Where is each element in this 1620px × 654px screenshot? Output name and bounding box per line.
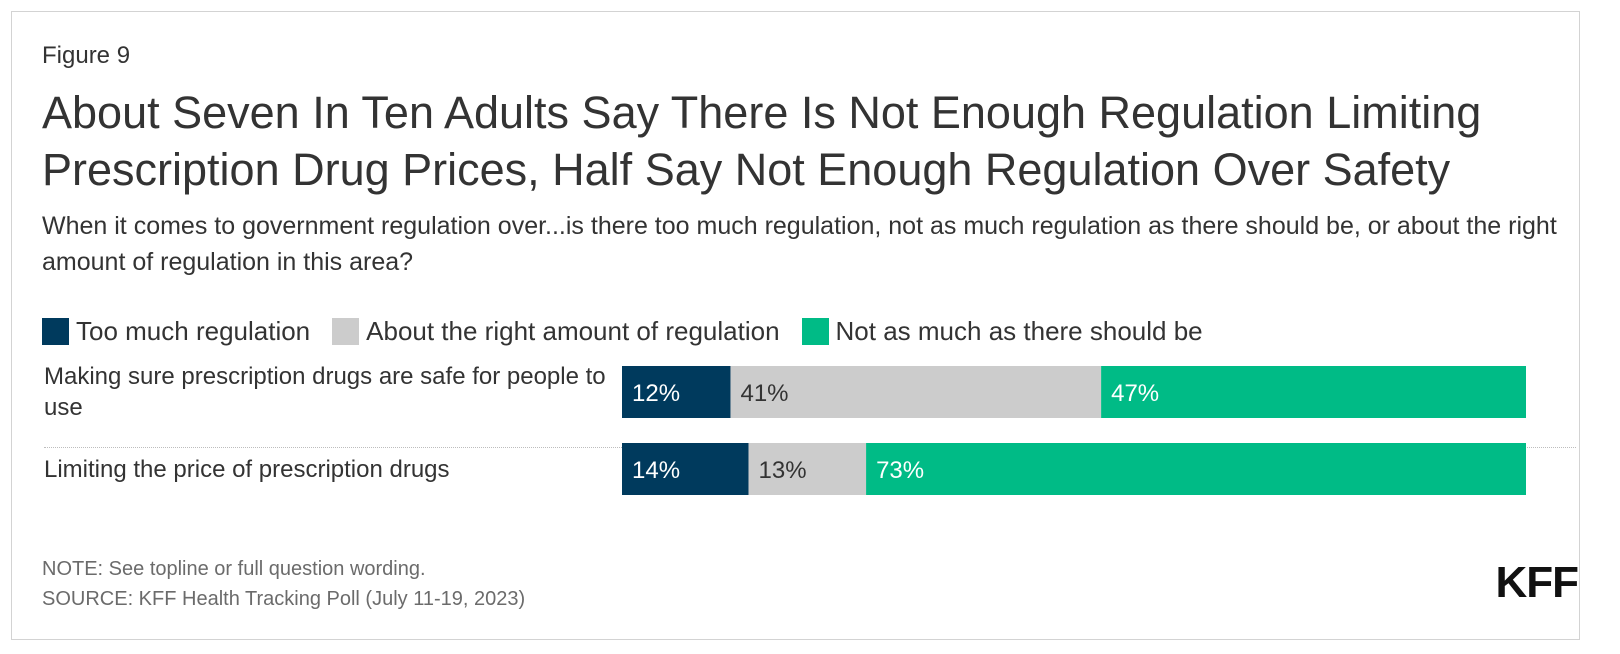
bar-safety-not-enough [1101, 366, 1526, 418]
data-label-safety-about-right: 41% [740, 380, 788, 407]
legend-label-not-enough: Not as much as there should be [835, 315, 1203, 346]
chart-title-line-1: About Seven In Ten Adults Say There Is N… [42, 87, 1482, 138]
chart-title: About Seven In Ten Adults Say There Is N… [42, 84, 1582, 198]
legend-item-too-much: Too much regulation [42, 316, 310, 347]
legend-item-not-enough: Not as much as there should be [801, 315, 1203, 347]
legend-label-about-right: About the right amount of regulation [366, 315, 780, 346]
legend-swatch-not-enough [801, 317, 829, 345]
data-label-price-about-right: 13% [759, 457, 807, 484]
data-label-safety-not-enough: 47% [1111, 380, 1159, 407]
data-label-price-not-enough: 73% [876, 457, 924, 484]
bar-safety-too-much [622, 366, 731, 418]
bar-price-about-right [748, 443, 867, 495]
bar-safety-about-right [730, 366, 1102, 418]
data-label-safety-too-much: 12% [632, 380, 680, 407]
note-text: NOTE: See topline or full question wordi… [42, 558, 426, 580]
legend-label-too-much: Too much regulation [76, 315, 311, 346]
legend-item-about-right: About the right amount of regulation [332, 315, 780, 347]
chart-frame [11, 11, 1580, 640]
source-text: SOURCE: KFF Health Tracking Poll (July 1… [42, 588, 526, 610]
legend: Too much regulation About the right amou… [42, 316, 1225, 346]
category-label-price: Limiting the price of prescription drugs [44, 456, 450, 483]
kff-logo: KFF [1495, 558, 1579, 607]
category-label-safety: Making sure prescription drugs are safe … [44, 363, 606, 421]
bar-price-too-much [622, 443, 749, 495]
chart-subtitle: When it comes to government regulation o… [42, 212, 1557, 276]
bar-price-not-enough [866, 443, 1526, 495]
legend-swatch-too-much [42, 317, 69, 345]
legend-swatch-about-right [332, 317, 360, 345]
chart-title-line-2: Prescription Drug Prices, Half Say Not E… [42, 144, 1451, 195]
figure-label: Figure 9 [42, 42, 131, 69]
notes-block: NOTE: See topline or full question wordi… [42, 554, 525, 614]
data-label-price-too-much: 14% [632, 457, 680, 484]
